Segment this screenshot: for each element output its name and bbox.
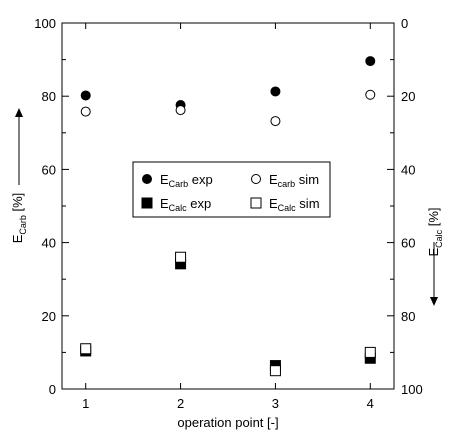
y-tick-label: 20 <box>42 309 56 324</box>
legend-label: Ecarb sim <box>269 172 319 189</box>
legend-label-main: E <box>269 196 278 211</box>
y2-tick-label: 60 <box>401 236 415 251</box>
y-tick-label: 0 <box>49 382 56 397</box>
data-point-open-square <box>364 346 376 358</box>
legend-marker-open-circle <box>251 174 261 184</box>
legend-label-rest: sim <box>296 196 320 211</box>
y2-tick-label: 20 <box>401 89 415 104</box>
data-point-open-circle <box>365 89 376 100</box>
legend-label-main: E <box>160 196 169 211</box>
legend-label-rest: exp <box>188 172 213 187</box>
data-point-open-circle <box>270 116 281 127</box>
y-tick-label: 60 <box>42 162 56 177</box>
legend-label-rest: exp <box>187 196 212 211</box>
legend-marker-filled-square <box>141 197 153 209</box>
data-point-open-square <box>269 365 281 377</box>
data-point-filled-circle <box>270 86 281 97</box>
y2-tick-label: 100 <box>401 382 423 397</box>
legend-label-main: E <box>160 172 169 187</box>
y-axis-label-main: E <box>10 234 25 243</box>
y2-axis-label-sub: Calc <box>434 229 444 248</box>
legend-marker-open-square <box>250 197 262 209</box>
data-point-open-square <box>175 251 187 263</box>
data-point-filled-circle <box>365 56 376 67</box>
x-tick-label: 3 <box>272 396 279 411</box>
data-point-filled-circle <box>80 90 91 101</box>
y-tick-label: 40 <box>42 236 56 251</box>
data-point-open-square <box>80 343 92 355</box>
legend-label-sub: carb <box>278 179 296 189</box>
y-axis-label-unit: [%] <box>10 193 25 215</box>
legend-label-sub: Calc <box>169 203 188 213</box>
y2-axis-label-unit: [%] <box>426 207 441 229</box>
y2-tick-label: 40 <box>401 162 415 177</box>
y2-axis-arrow-head <box>430 297 438 306</box>
legend-marker-filled-circle <box>142 174 152 184</box>
y2-axis-label: ECalc [%] <box>426 207 444 256</box>
x-axis-label: operation point [-] <box>177 415 278 430</box>
x-tick-label: 2 <box>177 396 184 411</box>
data-marks <box>80 56 376 377</box>
y2-tick-label: 0 <box>401 16 408 31</box>
legend-label-sub: Carb <box>169 179 189 189</box>
y-tick-label: 100 <box>34 16 56 31</box>
y-tick-label: 80 <box>42 89 56 104</box>
legend-label-main: E <box>269 172 278 187</box>
y-axis-arrow-head <box>15 108 23 117</box>
data-point-open-circle <box>175 105 186 116</box>
x-tick-label: 4 <box>367 396 374 411</box>
legend-label: ECalc exp <box>160 196 211 213</box>
y2-tick-label: 80 <box>401 309 415 324</box>
legend-label: ECalc sim <box>269 196 320 213</box>
legend-label: ECarb exp <box>160 172 213 189</box>
x-tick-label: 1 <box>82 396 89 411</box>
legend-box <box>132 161 331 218</box>
legend-label-rest: sim <box>295 172 319 187</box>
data-point-open-circle <box>80 106 91 117</box>
y-axis-label: ECarb [%] <box>10 193 28 244</box>
y-axis-label-sub: Carb <box>18 215 28 235</box>
legend-label-sub: Calc <box>278 203 297 213</box>
